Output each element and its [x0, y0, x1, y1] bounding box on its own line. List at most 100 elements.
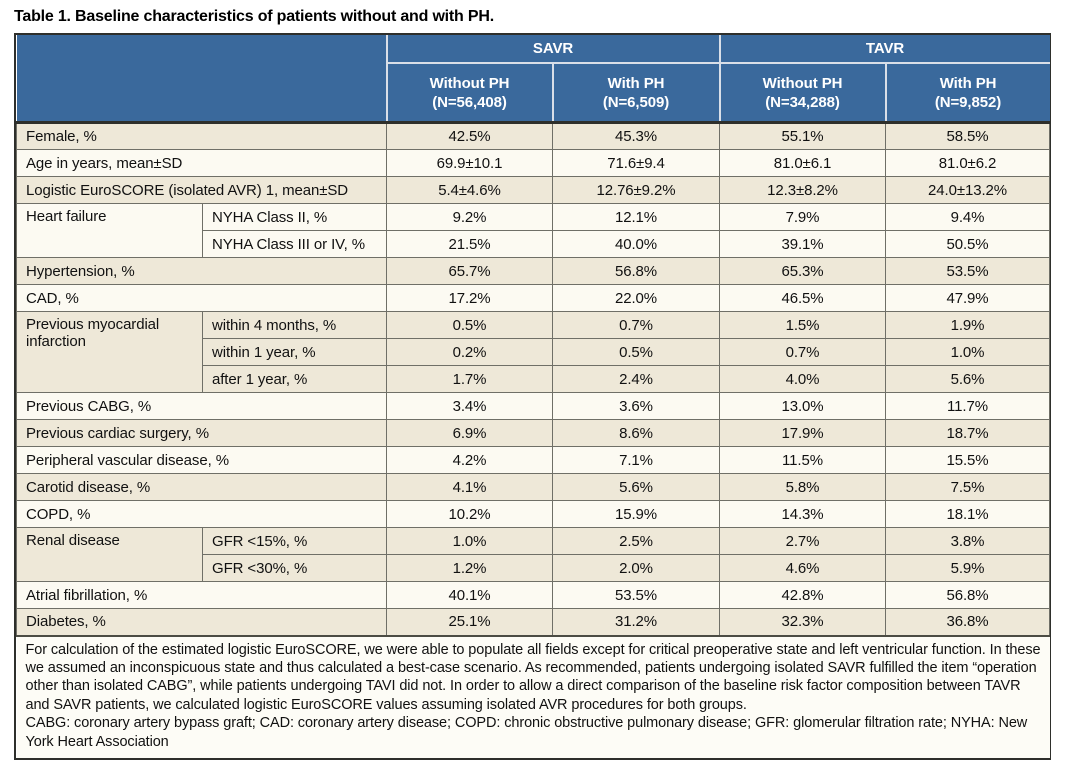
table-footer: For calculation of the estimated logisti…: [16, 634, 1050, 758]
table-row: Carotid disease, % 4.1% 5.6% 5.8% 7.5%: [16, 473, 1051, 501]
value-cell: 2.0%: [551, 554, 721, 582]
value-cell: 40.0%: [551, 230, 721, 258]
table-row: after 1 year, % 1.7% 2.4% 4.0% 5.6%: [17, 365, 1051, 393]
footnote-abbreviations: CABG: coronary artery bypass graft; CAD:…: [25, 715, 1028, 750]
value-cell: 6.9%: [386, 419, 553, 447]
table-row: CAD, % 17.2% 22.0% 46.5% 47.9%: [16, 284, 1051, 312]
value-cell: 46.5%: [719, 284, 887, 312]
value-cell: 40.1%: [386, 581, 553, 609]
table-row: within 1 year, % 0.2% 0.5% 0.7% 1.0%: [17, 338, 1051, 366]
header-col-n: (N=9,852): [934, 93, 1002, 111]
row-sub-label: after 1 year, %: [202, 365, 387, 393]
value-cell: 2.4%: [551, 365, 721, 393]
table-row: Renal disease GFR <15%, % 1.0% 2.5% 2.7% 3.8%: [16, 527, 1051, 582]
value-cell: 15.9%: [551, 500, 721, 528]
value-cell: 5.9%: [885, 554, 1051, 582]
value-cell: 45.3%: [551, 122, 721, 150]
value-cell: 32.3%: [719, 608, 887, 636]
value-cell: 39.1%: [719, 230, 887, 258]
header-col-n: (N=34,288): [765, 93, 840, 111]
value-cell: 18.7%: [885, 419, 1051, 447]
table-row: Logistic EuroSCORE (isolated AVR) 1, mea…: [16, 176, 1051, 204]
value-cell: 17.2%: [386, 284, 553, 312]
row-label: Logistic EuroSCORE (isolated AVR) 1, mea…: [16, 176, 387, 204]
value-cell: 53.5%: [551, 581, 721, 609]
value-cell: 1.7%: [386, 365, 553, 393]
value-cell: 65.3%: [719, 257, 887, 285]
header-col-tavr-with-ph: With PH (N=9,852): [884, 63, 1050, 124]
value-cell: 3.8%: [885, 527, 1051, 555]
footnote-row: For calculation of the estimated logisti…: [16, 634, 1050, 758]
row-group-label: Previous myocardial infarction: [16, 311, 203, 393]
row-sub-label: GFR <15%, %: [202, 527, 387, 555]
value-cell: 0.2%: [386, 338, 553, 366]
value-cell: 0.7%: [719, 338, 887, 366]
table-row: Previous CABG, % 3.4% 3.6% 13.0% 11.7%: [16, 392, 1051, 420]
row-label: Hypertension, %: [16, 257, 387, 285]
value-cell: 12.1%: [551, 203, 721, 231]
value-cell: 7.1%: [551, 446, 721, 474]
table-row: Previous cardiac surgery, % 6.9% 8.6% 17.9%…: [16, 419, 1051, 447]
header-col-savr-without-ph: Without PH (N=56,408): [385, 63, 553, 124]
row-label: Carotid disease, %: [16, 473, 387, 501]
value-cell: 14.3%: [719, 500, 887, 528]
table-row: Age in years, mean±SD 69.9±10.1 71.6±9.4 81…: [16, 149, 1051, 177]
header-col-n: (N=56,408): [432, 93, 507, 111]
row-label: Previous cardiac surgery, %: [16, 419, 387, 447]
value-cell: 56.8%: [885, 581, 1051, 609]
value-cell: 11.5%: [719, 446, 887, 474]
value-cell: 50.5%: [885, 230, 1051, 258]
row-label: CAD, %: [16, 284, 387, 312]
row-sub-label: within 4 months, %: [202, 311, 387, 339]
value-cell: 12.76±9.2%: [551, 176, 721, 204]
value-cell: 5.8%: [719, 473, 887, 501]
value-cell: 65.7%: [386, 257, 553, 285]
value-cell: 7.5%: [885, 473, 1051, 501]
value-cell: 2.5%: [551, 527, 721, 555]
row-sub-label: NYHA Class II, %: [202, 203, 387, 231]
value-cell: 42.5%: [386, 122, 553, 150]
value-cell: 7.9%: [719, 203, 887, 231]
value-cell: 4.2%: [386, 446, 553, 474]
value-cell: 5.6%: [551, 473, 721, 501]
header-col-n: (N=6,509): [602, 93, 670, 111]
value-cell: 2.7%: [719, 527, 887, 555]
header-col-tavr-without-ph: Without PH (N=34,288): [718, 63, 886, 124]
row-label: COPD, %: [16, 500, 387, 528]
table-row: Peripheral vascular disease, % 4.2% 7.1% 11…: [16, 446, 1051, 474]
header-group-tavr: TAVR: [718, 35, 1050, 64]
value-cell: 69.9±10.1: [386, 149, 553, 177]
footnote-text: For calculation of the estimated logisti…: [25, 641, 1041, 713]
table-body: Female, % 42.5% 45.3% 55.1% 58.5% Age in year…: [16, 122, 1051, 636]
table-row: Hypertension, % 65.7% 56.8% 65.3% 53.5%: [16, 257, 1051, 285]
value-cell: 3.6%: [551, 392, 721, 420]
table-title: Table 1. Baseline characteristics of pat…: [14, 8, 494, 25]
value-cell: 15.5%: [885, 446, 1051, 474]
row-sub-label: NYHA Class III or IV, %: [202, 230, 387, 258]
value-cell: 22.0%: [551, 284, 721, 312]
row-label: Diabetes, %: [16, 608, 387, 636]
value-cell: 12.3±8.2%: [719, 176, 887, 204]
header-group-row: SAVR TAVR: [16, 35, 1050, 124]
value-cell: 42.8%: [719, 581, 887, 609]
value-cell: 10.2%: [386, 500, 553, 528]
value-cell: 58.5%: [885, 122, 1051, 150]
value-cell: 71.6±9.4: [551, 149, 721, 177]
value-cell: 4.1%: [386, 473, 553, 501]
value-cell: 25.1%: [386, 608, 553, 636]
value-cell: 5.4±4.6%: [386, 176, 553, 204]
value-cell: 1.0%: [885, 338, 1051, 366]
value-cell: 8.6%: [551, 419, 721, 447]
row-group-label: Renal disease: [16, 527, 203, 582]
table-row: Diabetes, % 25.1% 31.2% 32.3% 36.8%: [16, 608, 1051, 636]
value-cell: 4.0%: [719, 365, 887, 393]
value-cell: 0.7%: [551, 311, 721, 339]
value-cell: 1.0%: [386, 527, 553, 555]
value-cell: 0.5%: [386, 311, 553, 339]
table-row: Heart failure NYHA Class II, % 9.2% 12.1% 7.…: [16, 203, 1051, 258]
value-cell: 47.9%: [885, 284, 1051, 312]
header-column-row: Without PH (N=56,408) With PH (N=6,509) …: [17, 63, 1050, 124]
row-sub-label: GFR <30%, %: [202, 554, 387, 582]
row-label: Female, %: [16, 122, 387, 150]
value-cell: 1.5%: [719, 311, 887, 339]
